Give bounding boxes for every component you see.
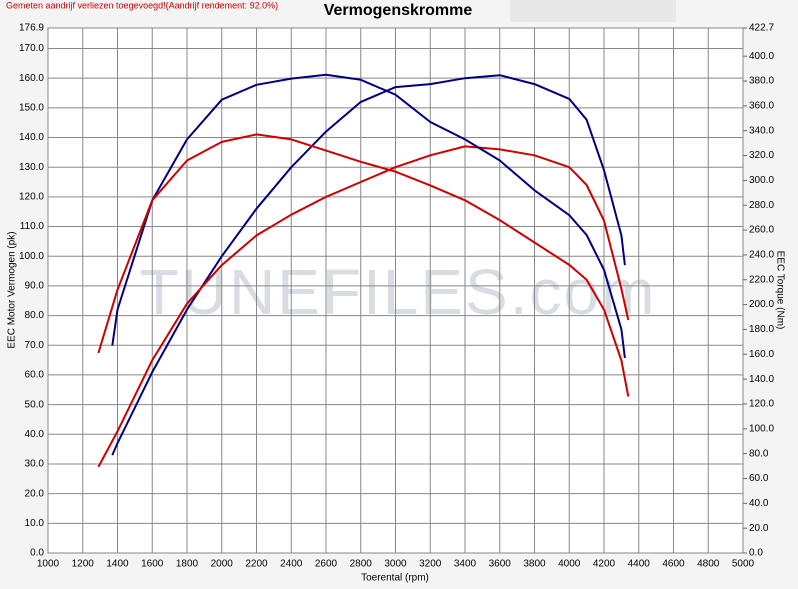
x-tick-label: 3200 xyxy=(419,559,442,570)
y2-tick-label: 260.0 xyxy=(749,225,774,236)
y-tick-label: 30.0 xyxy=(25,459,45,470)
y2-tick-label: 360.0 xyxy=(749,101,774,112)
title-box xyxy=(510,0,676,22)
y-tick-label: 110.0 xyxy=(20,221,45,232)
y2-tick-label: 320.0 xyxy=(749,150,774,161)
y-tick-label: 10.0 xyxy=(25,518,45,529)
y2-tick-label: 280.0 xyxy=(749,200,774,211)
y-tick-label: 0.0 xyxy=(30,548,44,559)
y2-tick-label: 300.0 xyxy=(749,175,774,186)
notice: Gemeten aandrijf verliezen toegevoegd!(A… xyxy=(6,0,278,10)
line xyxy=(97,133,630,397)
x-axis-label: Toerental (rpm) xyxy=(361,573,429,584)
line xyxy=(97,145,630,468)
y2-tick-label: 422.7 xyxy=(749,23,774,34)
x-tick-label: 2400 xyxy=(280,559,303,570)
y-tick-label: 100.0 xyxy=(19,251,44,262)
y-axis-label: EEC Motor Vermogen (pk) xyxy=(7,231,18,348)
y2-tick-label: 80.0 xyxy=(749,448,769,459)
y2-axis-label: EEC Torque (Nm) xyxy=(774,251,785,330)
y-tick-label: 160.0 xyxy=(19,73,44,84)
x-tick-label: 2200 xyxy=(245,559,268,570)
x-tick-label: 4200 xyxy=(593,559,616,570)
x-tick-label: 2000 xyxy=(211,559,234,570)
x-tick-label: 1800 xyxy=(176,559,199,570)
y-tick-label: 50.0 xyxy=(25,399,45,410)
x-tick-label: 1000 xyxy=(37,559,60,570)
x-tick-label: 2600 xyxy=(315,559,338,570)
y-tick-label: 20.0 xyxy=(25,488,45,499)
y2-tick-label: 60.0 xyxy=(749,473,769,484)
line xyxy=(111,74,626,456)
x-tick-label: 5000 xyxy=(732,559,755,570)
x-tick-label: 4800 xyxy=(697,559,720,570)
y2-tick-label: 340.0 xyxy=(749,125,774,136)
y2-tick-label: 20.0 xyxy=(749,523,769,534)
y2-tick-label: 400.0 xyxy=(749,51,774,62)
x-tick-label: 2800 xyxy=(350,559,373,570)
y2-tick-label: 180.0 xyxy=(749,324,774,335)
x-tick-label: 1200 xyxy=(72,559,95,570)
y-tick-label: 80.0 xyxy=(25,310,45,321)
y-tick-label: 90.0 xyxy=(25,281,45,292)
y2-tick-label: 220.0 xyxy=(749,274,774,285)
y2-tick-label: 40.0 xyxy=(749,498,769,509)
x-tick-label: 4400 xyxy=(628,559,651,570)
y-tick-label: 170.0 xyxy=(19,43,44,54)
x-tick-label: 4000 xyxy=(558,559,581,570)
y2-tick-label: 0.0 xyxy=(749,548,763,559)
x-tick-label: 3400 xyxy=(454,559,477,570)
watermark: TUNEFILES.com xyxy=(140,256,657,328)
x-tick-label: 1400 xyxy=(106,559,129,570)
y-tick-label: 60.0 xyxy=(25,370,45,381)
x-tick-label: 4600 xyxy=(662,559,685,570)
y2-tick-label: 140.0 xyxy=(749,374,774,385)
x-tick-label: 3800 xyxy=(523,559,546,570)
y-tick-label: 120.0 xyxy=(19,192,44,203)
x-tick-label: 3000 xyxy=(384,559,407,570)
y2-tick-label: 160.0 xyxy=(749,349,774,360)
y2-tick-label: 380.0 xyxy=(749,76,774,87)
chart-title: Vermogenskromme xyxy=(324,2,473,19)
y-tick-label: 40.0 xyxy=(25,429,45,440)
y-tick-label: 176.9 xyxy=(19,23,44,34)
y2-tick-label: 240.0 xyxy=(749,250,774,261)
x-tick-label: 3600 xyxy=(489,559,512,570)
y-tick-label: 150.0 xyxy=(19,102,44,113)
y-tick-label: 130.0 xyxy=(19,162,44,173)
y2-tick-label: 100.0 xyxy=(749,423,774,434)
x-tick-label: 1600 xyxy=(141,559,164,570)
y2-tick-label: 120.0 xyxy=(749,399,774,410)
y-tick-label: 140.0 xyxy=(19,132,44,143)
y-tick-label: 70.0 xyxy=(25,340,45,351)
line xyxy=(111,73,626,359)
y2-tick-label: 200.0 xyxy=(749,299,774,310)
